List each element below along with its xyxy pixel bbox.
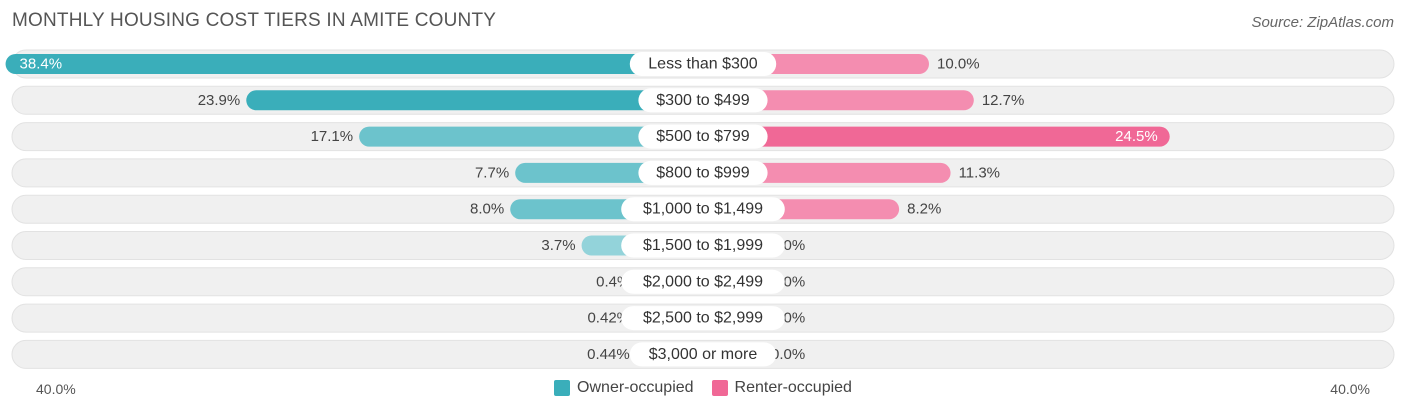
value-label-owner: 0.44% xyxy=(587,346,630,363)
category-label: $500 to $799 xyxy=(656,128,750,145)
chart-title: MONTHLY HOUSING COST TIERS IN AMITE COUN… xyxy=(12,10,497,31)
category-pill xyxy=(638,88,768,113)
value-label-renter: 10.0% xyxy=(937,56,980,73)
legend-owner-label: Owner-occupied xyxy=(577,379,694,396)
category-label: $2,500 to $2,999 xyxy=(643,310,763,327)
owner-swatch xyxy=(554,380,571,396)
value-label-owner: 8.0% xyxy=(470,201,504,218)
legend-renter-label: Renter-occupied xyxy=(734,379,852,396)
category-label: $800 to $999 xyxy=(656,164,750,181)
legend-item-renter: Renter-occupied xyxy=(711,379,852,397)
value-label-owner: 7.7% xyxy=(475,164,509,181)
axis-right-label: 40.0% xyxy=(1330,381,1370,397)
bar-owner xyxy=(359,126,703,147)
category-label: $1,000 to $1,499 xyxy=(643,201,763,218)
category-label: $1,500 to $1,999 xyxy=(643,237,763,254)
category-pill xyxy=(621,269,785,294)
category-pill xyxy=(638,124,768,149)
value-label-owner: 0.4% xyxy=(596,273,630,290)
bar-renter xyxy=(703,126,1170,147)
category-pill xyxy=(629,52,777,76)
value-label-renter: 8.2% xyxy=(907,201,941,218)
value-label-owner: 0.42% xyxy=(587,310,630,327)
value-label-owner: 3.7% xyxy=(541,237,575,254)
category-label: Less than $300 xyxy=(648,56,758,73)
value-label-renter: 12.7% xyxy=(982,92,1025,109)
category-pill xyxy=(629,342,777,367)
value-label-owner: 17.1% xyxy=(311,128,354,145)
value-label-renter: 0.0% xyxy=(771,346,805,363)
category-label: $2,000 to $2,499 xyxy=(643,273,763,290)
renter-swatch xyxy=(711,380,728,396)
value-label-renter: 11.3% xyxy=(959,164,1000,181)
category-pill xyxy=(638,160,768,185)
category-label: $3,000 or more xyxy=(649,346,758,363)
category-pill xyxy=(621,306,785,331)
value-label-owner: 38.4% xyxy=(20,56,63,73)
value-label-owner: 23.9% xyxy=(198,92,241,109)
legend-item-owner: Owner-occupied xyxy=(554,379,694,397)
source-note: Source: ZipAtlas.com xyxy=(1251,14,1394,31)
legend: Owner-occupied Renter-occupied xyxy=(0,379,1406,397)
value-label-renter: 24.5% xyxy=(1115,128,1158,145)
category-label: $300 to $499 xyxy=(656,92,750,109)
bar-renter xyxy=(703,90,974,111)
bar-owner xyxy=(246,90,703,111)
category-pill xyxy=(621,233,785,258)
axis-left-label: 40.0% xyxy=(36,381,76,397)
bar-owner xyxy=(5,54,704,74)
category-pill xyxy=(621,197,785,222)
